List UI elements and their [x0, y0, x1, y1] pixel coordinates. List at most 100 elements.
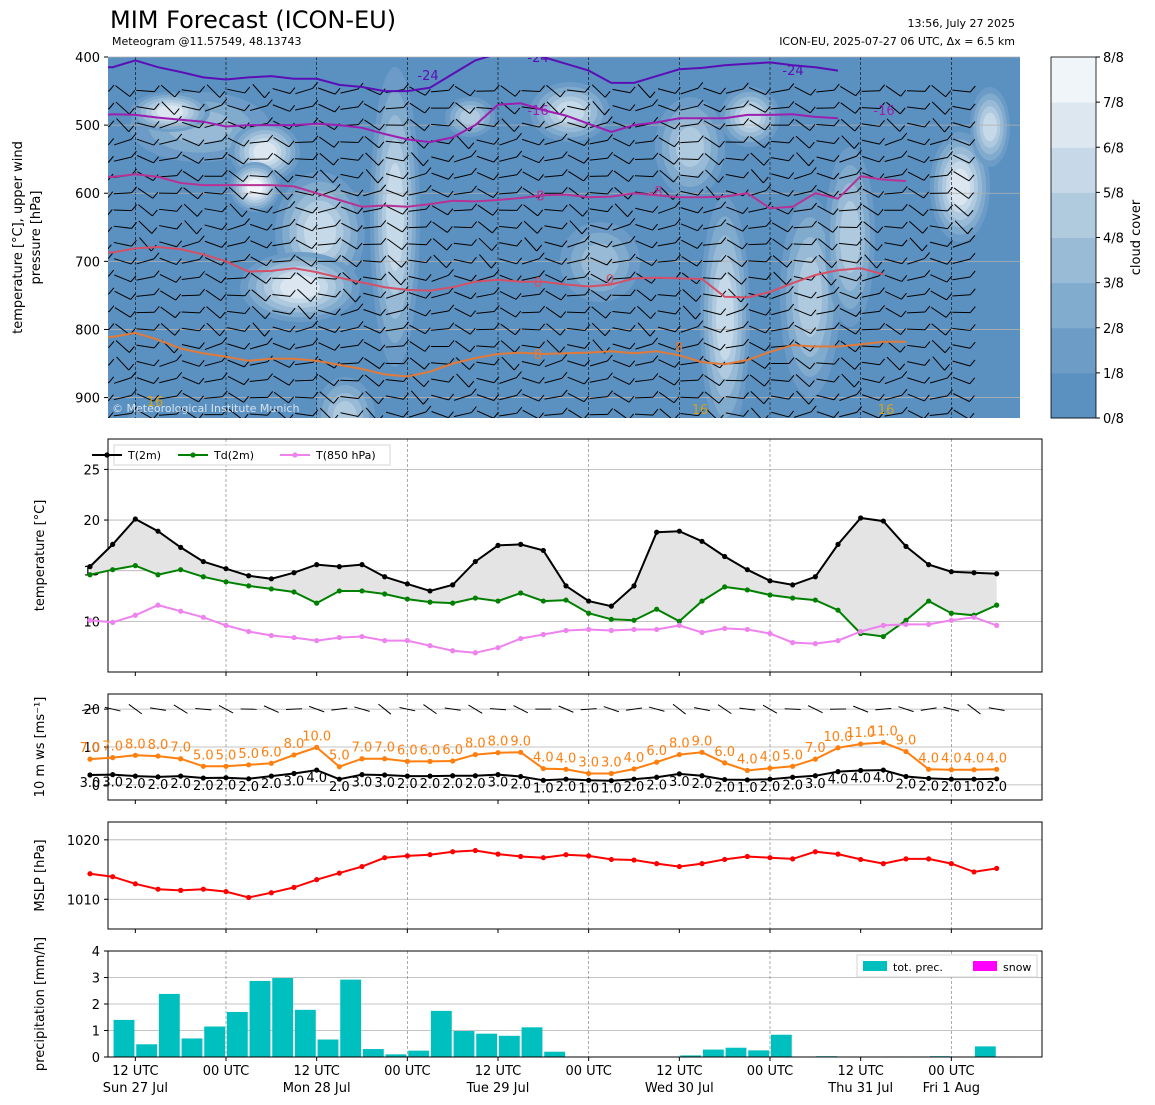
precip-bar	[453, 1031, 475, 1057]
isotherm-label: -16	[527, 104, 548, 119]
mean-wind-label: 2.0	[465, 777, 486, 792]
y-tick-label: 400	[75, 51, 100, 66]
isotherm-0	[108, 245, 884, 299]
wind-mean-point	[654, 774, 660, 780]
gust-label: 4.0	[556, 751, 577, 766]
temp-Td2m-point	[110, 567, 116, 573]
wind-gust-point	[155, 753, 161, 759]
gust-label: 5.0	[329, 749, 350, 764]
temp-Td2m-point	[450, 600, 456, 606]
mean-wind-label: 2.0	[193, 779, 214, 794]
precip-bar	[294, 1009, 316, 1057]
gust-label: 8.0	[488, 735, 509, 750]
precipitation-y-axis-label: precipitation [mm/h]	[33, 937, 48, 1071]
y-tick-label: 900	[75, 392, 100, 407]
temp-T2m-point	[200, 558, 206, 565]
gust-label: 8.0	[465, 737, 486, 752]
colorbar-tick-label: 6/8	[1103, 141, 1124, 156]
wind-mean-point	[404, 773, 410, 779]
legend-swatch	[973, 961, 997, 971]
wind-gust-point	[472, 751, 478, 758]
wind-mean-point	[722, 776, 728, 783]
isotherm-tag: -24	[782, 64, 803, 79]
isotherm-tag: 0	[606, 273, 614, 288]
gust-label: 6.0	[646, 744, 667, 759]
precip-bar	[181, 1038, 203, 1057]
gust-label: 6.0	[420, 743, 441, 758]
mean-wind-label: 2.0	[714, 781, 735, 796]
isotherm-label: -24	[527, 51, 548, 66]
mean-wind-label: 3.0	[284, 775, 305, 790]
temp-T2m-point	[812, 574, 818, 580]
gust-label: 3.0	[601, 756, 622, 771]
precip-bar	[498, 1035, 520, 1057]
gust-label: 11.0	[846, 726, 875, 741]
wind-barbs	[108, 81, 976, 418]
y-tick-label: 1020	[67, 834, 100, 849]
temp-T2m-point	[994, 571, 1000, 577]
temp-T2m-point	[835, 541, 841, 547]
temp-T850hPa-point	[518, 635, 524, 642]
gust-label: 5.0	[193, 748, 214, 763]
mslp-point	[132, 881, 138, 887]
x-tick-label: 12 UTC	[293, 1064, 339, 1079]
x-tick-label: 00 UTC	[384, 1064, 430, 1079]
wind-mean-point	[835, 769, 841, 775]
colorbar-tick-label: 8/8	[1103, 51, 1124, 66]
wind-gust-point	[722, 760, 728, 766]
isotherm-tag: 16	[692, 403, 709, 418]
mslp-point	[223, 888, 229, 895]
temp-T850hPa-point	[178, 608, 184, 614]
wind-mean-point	[495, 772, 501, 778]
temp-T850hPa-point	[359, 633, 365, 640]
wind-gust-point	[450, 758, 456, 764]
x-day-label: Sun 27 Jul	[103, 1081, 168, 1096]
temp-T850hPa-point	[971, 614, 977, 620]
wind-gust-point	[971, 767, 977, 773]
precip-bar	[249, 980, 271, 1057]
y-tick-label: 25	[83, 463, 100, 478]
isotherm-8	[108, 331, 906, 378]
mslp-point	[291, 884, 297, 890]
x-day-label: Wed 30 Jul	[645, 1081, 714, 1096]
mslp-point	[200, 886, 206, 892]
precip-bar	[113, 1019, 135, 1057]
wind-gust-point	[654, 759, 660, 765]
y-tick-label: 20	[83, 514, 100, 529]
wind-gust-point	[178, 756, 184, 762]
x-tick-label: 00 UTC	[747, 1064, 793, 1079]
wind-gust-point	[608, 770, 614, 777]
mean-wind-label: 2.0	[442, 777, 463, 792]
temp-Td2m-point	[472, 595, 478, 601]
mean-wind-label: 1.0	[737, 781, 758, 796]
temp-Td2m-point	[812, 597, 818, 603]
precip-bar	[385, 1054, 407, 1057]
gust-label: 7.0	[352, 741, 373, 756]
temp-Td2m-point	[291, 589, 297, 595]
temp-T850hPa-point	[382, 637, 388, 644]
wind-gust-point	[87, 756, 93, 762]
gust-label: 8.0	[125, 737, 146, 752]
temp-Td2m-point	[608, 616, 614, 622]
temp-T850hPa-point	[404, 637, 410, 644]
chart-title: MIM Forecast (ICON-EU)	[110, 6, 397, 34]
x-tick-label: 12 UTC	[656, 1064, 702, 1079]
gust-label: 6.0	[714, 745, 735, 760]
gust-label: 5.0	[782, 748, 803, 763]
temp-T850hPa-point	[676, 622, 682, 629]
x-day-label: Tue 29 Jul	[466, 1081, 530, 1096]
mean-wind-label: 3.0	[374, 776, 395, 791]
mean-wind-label: 1.0	[578, 781, 599, 796]
y-tick-label: 800	[75, 323, 100, 338]
temp-T2m-point	[495, 542, 501, 548]
temp-T850hPa-point	[790, 640, 796, 646]
upper-y-axis-label-2: pressure [hPa]	[29, 191, 44, 285]
colorbar-tick-label: 5/8	[1103, 186, 1124, 201]
temp-T850hPa-point	[132, 612, 138, 618]
wind-mean-point	[608, 778, 614, 784]
colorbar-tick-label: 2/8	[1103, 322, 1124, 337]
wind-mean-point	[155, 774, 161, 780]
wind-mean-point	[676, 771, 682, 777]
mslp-point	[971, 869, 977, 875]
